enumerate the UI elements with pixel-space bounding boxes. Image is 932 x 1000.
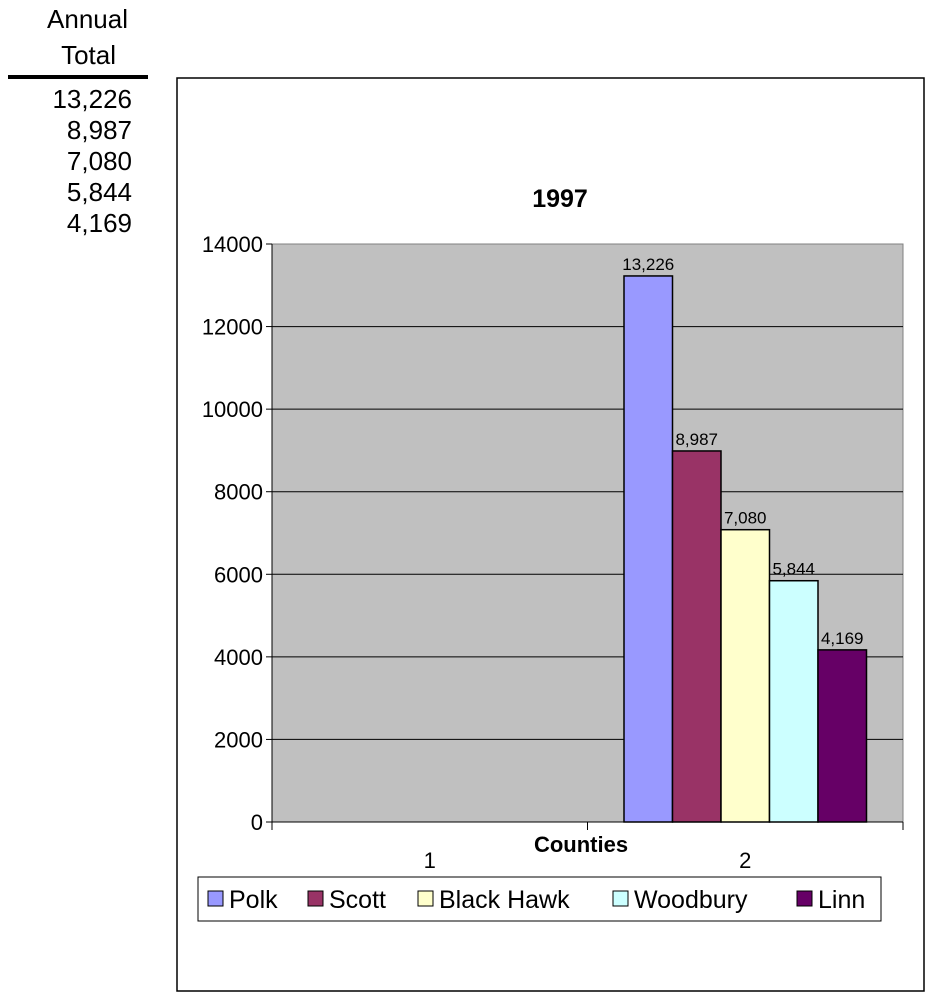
annual-total-value: 7,080 (66, 146, 132, 176)
legend-swatch (796, 890, 813, 907)
data-label: 4,169 (821, 629, 864, 648)
data-label: 8,987 (675, 430, 718, 449)
y-tick-label: 12000 (202, 315, 263, 340)
legend-label: Linn (818, 886, 865, 914)
x-tick-label: 2 (739, 848, 751, 873)
y-tick-label: 2000 (214, 727, 263, 752)
legend-label: Scott (329, 886, 386, 914)
y-tick-label: 6000 (214, 562, 263, 587)
y-tick-label: 4000 (214, 645, 263, 670)
x-axis-label: Counties (534, 832, 628, 857)
annual-total-value: 13,226 (52, 84, 132, 114)
bar (768, 579, 819, 823)
header-line-annual: Annual (47, 4, 128, 34)
bar (817, 649, 868, 823)
annual-total-value: 8,987 (66, 115, 132, 145)
legend-swatch (207, 890, 224, 907)
legend-label: Polk (229, 886, 278, 914)
data-label: 7,080 (724, 509, 767, 528)
data-label: 5,844 (772, 560, 815, 579)
bar (720, 528, 771, 823)
y-tick-label: 10000 (202, 397, 263, 422)
legend-swatch (307, 890, 324, 907)
header-underline (8, 75, 148, 79)
y-tick-label: 14000 (202, 232, 263, 257)
legend-swatch (612, 890, 629, 907)
annual-total-values: 13,226 8,987 7,080 5,844 4,169 (0, 84, 132, 239)
data-label: 13,226 (622, 255, 674, 274)
x-tick-label: 1 (424, 848, 436, 873)
bar (623, 275, 674, 823)
legend: Polk Scott Black Hawk Woodbury Linn (197, 876, 882, 922)
annual-total-value: 4,169 (66, 208, 132, 238)
bar (671, 450, 722, 823)
legend-swatch (417, 890, 434, 907)
header-line-total: Total (61, 40, 116, 70)
plot-area: 0 2000 4000 6000 8000 10000 12000 14000 1 2 13,226… (202, 232, 904, 873)
annual-total-value: 5,844 (66, 177, 132, 207)
chart-title: 1997 (532, 185, 588, 213)
legend-label: Black Hawk (439, 886, 570, 914)
y-tick-label: 8000 (214, 480, 263, 505)
y-tick-label: 0 (251, 810, 263, 835)
legend-label: Woodbury (634, 886, 748, 914)
